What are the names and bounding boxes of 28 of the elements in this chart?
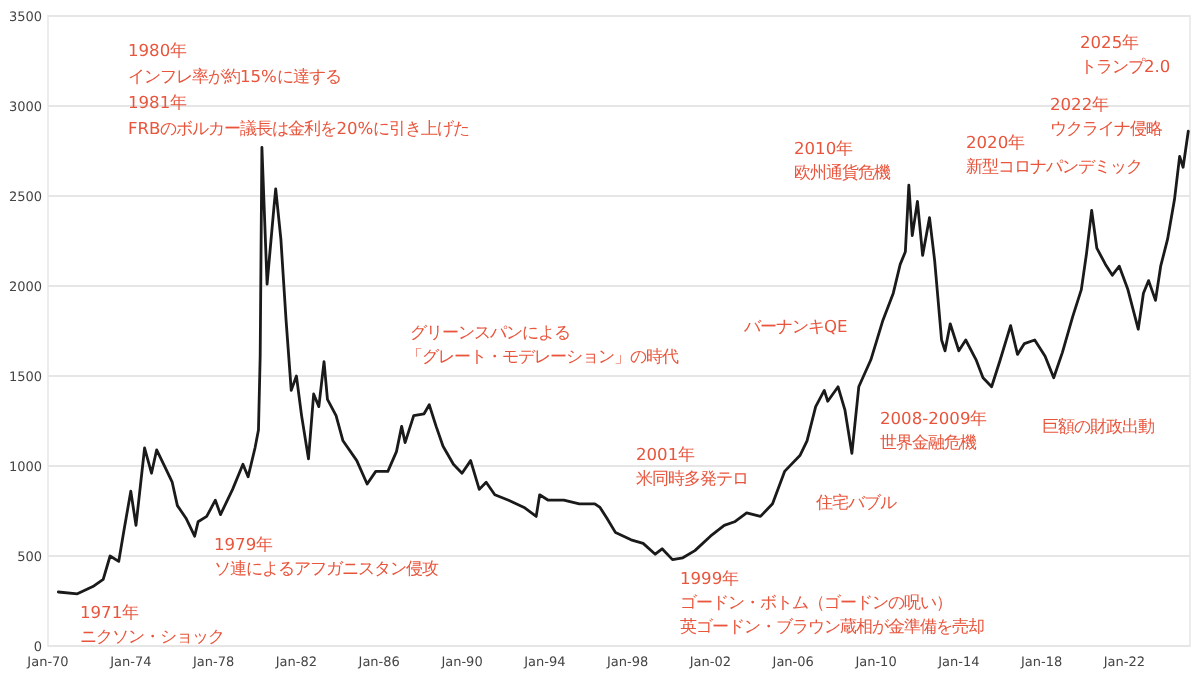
annotation: トランプ2.0 <box>1080 56 1171 76</box>
annotation: 2008-2009年 <box>880 408 987 428</box>
annotation: ゴードン・ボトム（ゴードンの呪い） <box>680 592 952 612</box>
annotation: 「グレート・モデレーション」の時代 <box>406 346 678 366</box>
annotation: 1971年 <box>80 602 139 622</box>
annotation: 1979年 <box>214 534 273 554</box>
annotation: 米同時多発テロ <box>636 468 748 488</box>
annotation: グリーンスパンによる <box>410 322 570 342</box>
annotation: バーナンキQE <box>742 316 848 336</box>
annotation: 2022年 <box>1050 94 1109 114</box>
annotation: 住宅バブル <box>816 492 896 512</box>
annotation: ニクソン・ショック <box>80 626 224 646</box>
annotation: 1999年 <box>680 568 739 588</box>
annotation: 2020年 <box>966 132 1025 152</box>
annotation: 2025年 <box>1080 32 1139 52</box>
annotation: ウクライナ侵略 <box>1050 118 1162 138</box>
annotation: 1981年 <box>128 92 187 112</box>
annotation: 欧州通貨危機 <box>794 162 890 182</box>
annotation: 巨額の財政出動 <box>1042 416 1154 436</box>
annotation: 新型コロナパンデミック <box>966 156 1142 176</box>
annotation: ソ連によるアフガニスタン侵攻 <box>214 558 438 578</box>
annotation: 1980年 <box>128 40 187 60</box>
annotation: 世界金融危機 <box>880 432 976 452</box>
annotation: インフレ率が約15%に達する <box>128 66 341 86</box>
annotation: FRBのボルカー議長は金利を20%に引き上げた <box>128 118 470 138</box>
annotation: 英ゴードン・ブラウン蔵相が金準備を売却 <box>680 616 984 636</box>
annotation: 2010年 <box>794 138 853 158</box>
annotation: 2001年 <box>636 444 695 464</box>
